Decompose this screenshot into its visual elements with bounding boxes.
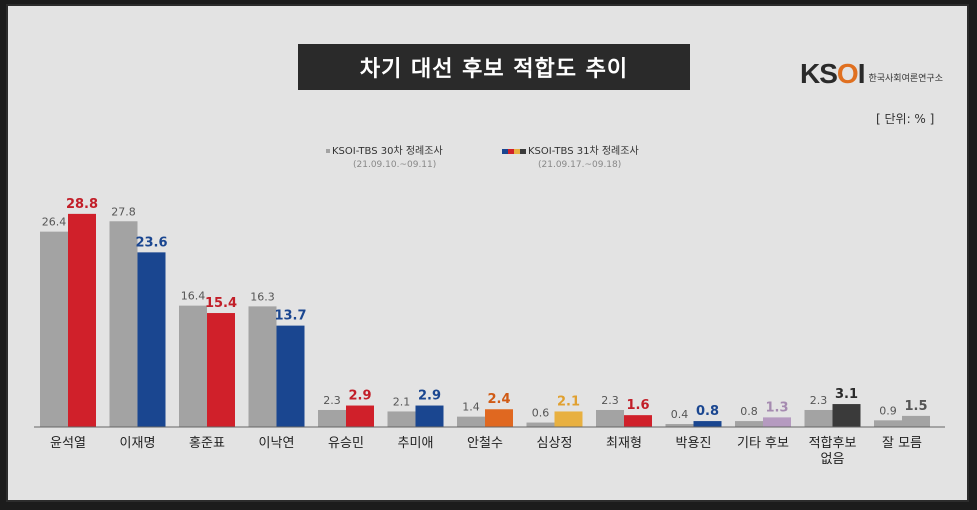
legend-swatch-31 [502,148,526,154]
unit-label: [ 단위: % ] [876,112,935,126]
category-label-12: 잘 모름 [882,436,922,451]
value-label-30-2: 16.4 [181,290,206,303]
value-label-31-2: 15.4 [205,296,237,311]
value-label-30-10: 0.8 [740,405,758,418]
value-label-30-11: 2.3 [810,394,828,407]
value-label-30-5: 2.1 [393,395,411,408]
bar-31-7 [554,411,583,427]
bar-31-4 [346,405,374,427]
legend-swatch-30 [326,149,330,153]
value-label-30-8: 2.3 [601,394,619,407]
category-label-9: 박용진 [676,436,712,451]
bar-30-3 [248,306,277,427]
category-label-4: 유승민 [328,436,364,451]
category-label-10: 기타 후보 [737,436,789,451]
category-label-8: 최재형 [606,436,642,451]
bar-31-12 [902,415,930,427]
bar-31-0 [68,213,96,427]
value-label-31-10: 1.3 [765,400,788,415]
legend-period-30: (21.09.10.~09.11) [353,160,437,170]
bar-30-8 [596,409,624,427]
category-label-5: 추미애 [398,436,434,451]
bar-30-0 [40,231,68,427]
value-label-30-0: 26.4 [42,216,67,229]
bar-31-11 [832,404,861,427]
value-label-30-1: 27.8 [111,205,136,218]
category-label-11-1: 없음 [821,452,845,467]
chart-title: 차기 대선 후보 적합도 추이 [298,44,690,90]
legend-period-31: (21.09.17.~09.18) [538,160,622,170]
bar-31-2 [207,313,235,427]
value-label-30-7: 0.6 [532,407,550,420]
value-label-30-9: 0.4 [671,408,689,421]
value-label-31-12: 1.5 [904,399,927,414]
bar-31-8 [624,415,652,427]
bar-30-6 [457,416,485,427]
category-label-6: 안철수 [467,436,503,451]
value-label-30-6: 1.4 [462,401,480,414]
bar-30-5 [387,411,416,427]
category-label-7: 심상정 [537,436,573,451]
value-label-30-4: 2.3 [323,394,341,407]
bar-30-11 [804,409,833,427]
value-label-31-8: 1.6 [626,398,649,413]
bar-30-1 [109,221,138,427]
bar-31-3 [276,325,305,427]
bar-31-1 [137,252,166,427]
bar-30-12 [874,420,902,427]
value-label-31-0: 28.8 [66,197,98,212]
bar-30-7 [526,422,555,427]
logo-mark: KSOI [800,58,865,89]
legend-label-31: KSOI-TBS 31차 정례조사 [528,146,639,157]
value-label-31-6: 2.4 [487,392,510,407]
value-label-30-12: 0.9 [879,404,897,417]
bar-30-4 [318,409,346,427]
bar-30-10 [735,421,763,427]
value-label-31-4: 2.9 [348,389,371,404]
value-label-31-11: 3.1 [835,387,858,402]
value-label-31-9: 0.8 [696,404,719,419]
value-label-31-1: 23.6 [135,235,167,250]
value-label-31-5: 2.9 [418,389,441,404]
bar-31-6 [485,409,513,427]
legend-label-30: KSOI-TBS 30차 정례조사 [332,146,443,157]
value-label-30-3: 16.3 [250,290,275,303]
bar-31-9 [693,421,722,427]
value-label-31-7: 2.1 [557,394,580,409]
category-label-11-0: 적합후보 [809,436,857,451]
category-label-2: 홍준표 [189,436,225,451]
bar-31-10 [763,417,791,427]
category-label-3: 이낙연 [259,436,295,451]
ksoi-logo: KSOI 한국사회여론연구소 [800,58,943,90]
value-label-31-3: 13.7 [274,309,306,324]
bar-31-5 [415,405,444,427]
legend-item-31: KSOI-TBS 31차 정례조사 [502,142,639,157]
category-label-0: 윤석열 [50,436,86,451]
bar-30-9 [665,424,694,427]
bar-30-2 [179,305,207,427]
legend-item-30: KSOI-TBS 30차 정례조사 [326,142,443,157]
category-label-1: 이재명 [120,436,156,451]
logo-subtitle: 한국사회여론연구소 [868,74,943,84]
